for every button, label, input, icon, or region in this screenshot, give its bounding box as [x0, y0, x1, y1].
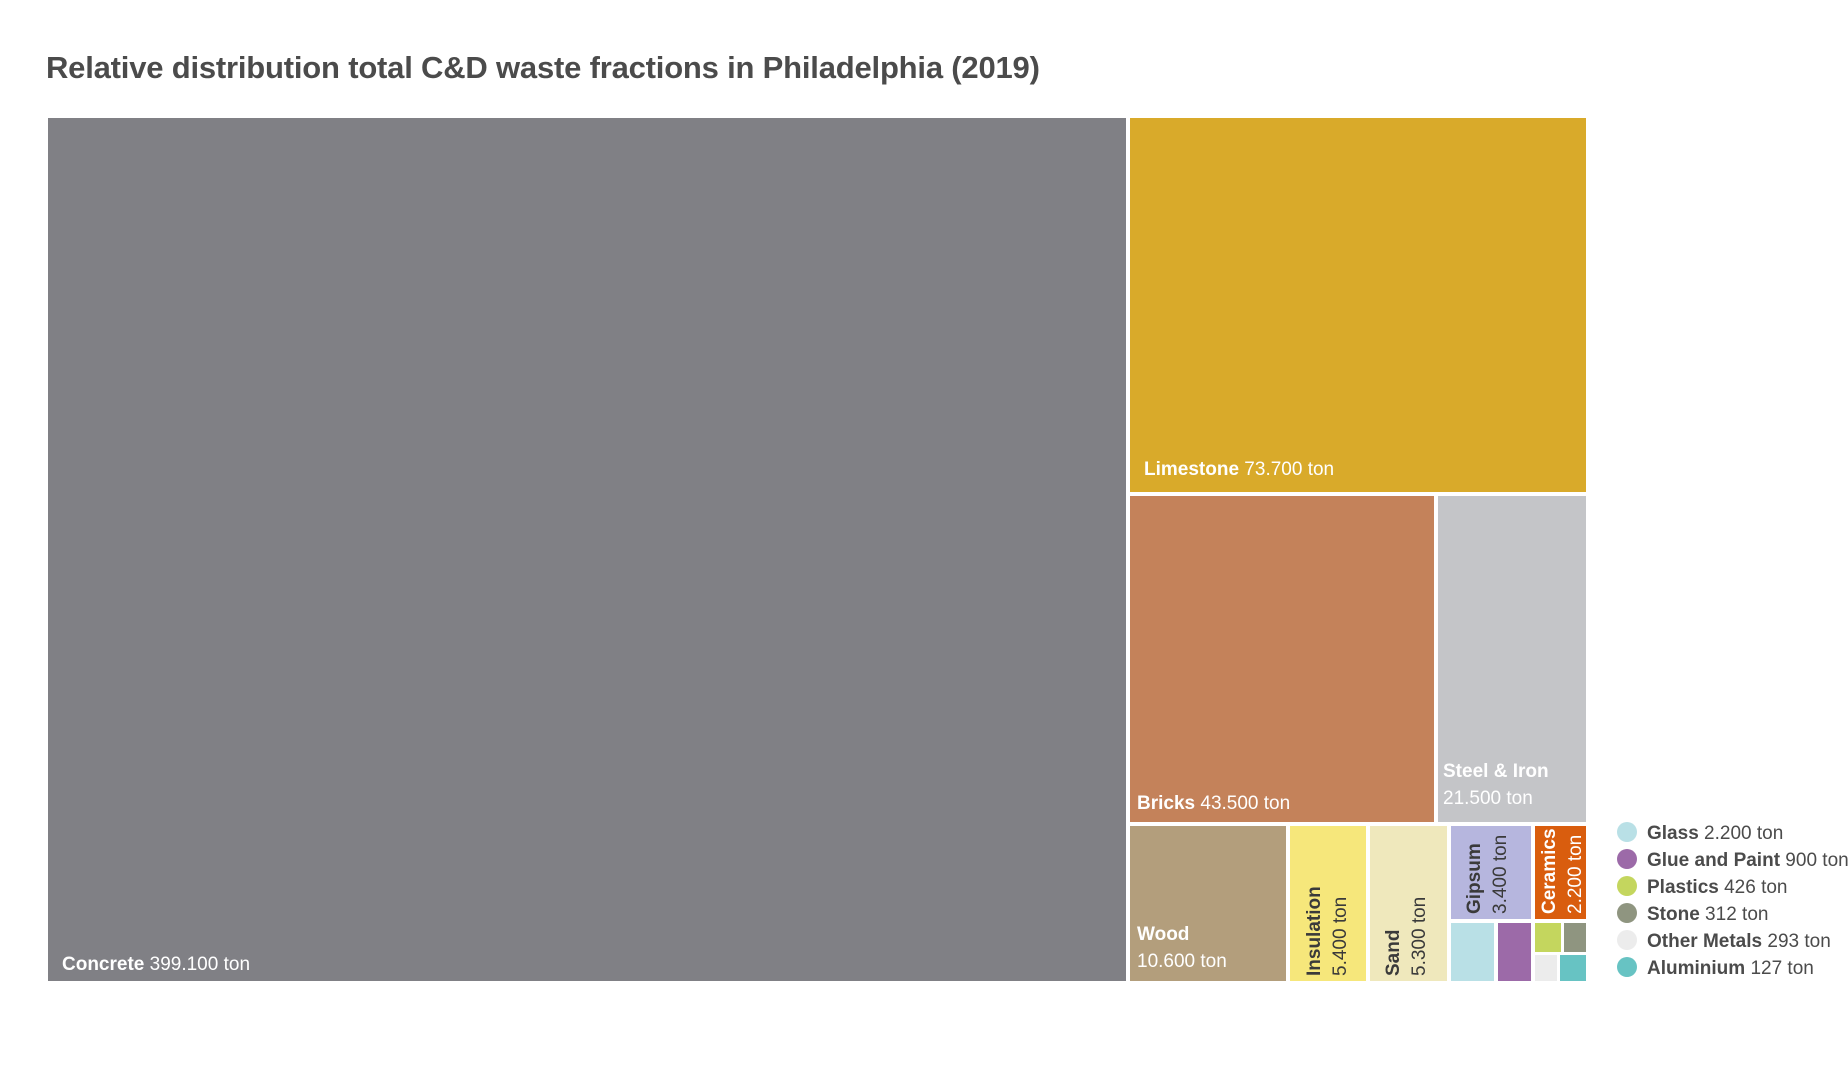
tile-label-ceramics: Ceramics 2.200 ton	[1539, 828, 1586, 914]
tile-rect-limestone	[1130, 118, 1586, 492]
legend-item-glass: Glass 2.200 ton	[1617, 822, 1783, 844]
legend-swatch-stone	[1617, 903, 1637, 923]
tile-label-steel-and-iron: Steel & Iron 21.500 ton	[1443, 761, 1549, 809]
tile-rect-plastics	[1535, 923, 1561, 952]
tile-ceramics: Ceramics 2.200 ton	[1535, 826, 1586, 919]
tile-rect-wood	[1130, 826, 1286, 981]
legend-swatch-other-metals	[1617, 930, 1637, 950]
legend-label-plastics: Plastics 426 ton	[1647, 877, 1788, 898]
legend-item-plastics: Plastics 426 ton	[1617, 876, 1788, 898]
legend-item-glue-and-paint: Glue and Paint 900 ton	[1617, 849, 1848, 871]
tile-rect-ceramics	[1535, 826, 1586, 919]
tile-insulation: Insulation 5.400 ton	[1290, 826, 1366, 981]
tile-stone	[1564, 923, 1586, 952]
treemap-tiles: Concrete 399.100 ton Limestone 73.700 ton…	[48, 118, 1586, 981]
tile-rect-aluminium	[1560, 955, 1586, 981]
tile-label-sand: Sand 5.300 ton	[1383, 897, 1430, 976]
tile-rect-other-metals	[1535, 955, 1557, 981]
tile-concrete: Concrete 399.100 ton	[48, 118, 1126, 981]
tile-glue-and-paint	[1498, 923, 1531, 981]
tile-rect-concrete	[48, 118, 1126, 981]
tile-rect-glue-and-paint	[1498, 923, 1531, 981]
legend-label-glass: Glass 2.200 ton	[1647, 823, 1783, 844]
legend-swatch-glue-and-paint	[1617, 849, 1637, 869]
legend-swatch-plastics	[1617, 876, 1637, 896]
tile-other-metals	[1535, 955, 1557, 981]
tile-gipsum: Gipsum 3.400 ton	[1451, 826, 1531, 919]
tile-rect-sand	[1370, 826, 1447, 981]
tile-label-gipsum: Gipsum 3.400 ton	[1464, 835, 1511, 914]
tile-limestone: Limestone 73.700 ton	[1130, 118, 1586, 492]
tile-rect-stone	[1564, 923, 1586, 952]
tile-label-concrete: Concrete 399.100 ton	[62, 954, 250, 975]
legend-item-other-metals: Other Metals 293 ton	[1617, 930, 1831, 952]
legend-label-glue-and-paint: Glue and Paint 900 ton	[1647, 850, 1848, 871]
tile-rect-bricks	[1130, 496, 1434, 822]
tile-rect-glass	[1451, 923, 1494, 981]
tile-label-insulation: Insulation 5.400 ton	[1304, 886, 1351, 976]
legend-swatch-aluminium	[1617, 957, 1637, 977]
legend-label-stone: Stone 312 ton	[1647, 904, 1768, 925]
legend-label-other-metals: Other Metals 293 ton	[1647, 931, 1831, 952]
legend-item-stone: Stone 312 ton	[1617, 903, 1768, 925]
chart-title: Relative distribution total C&D waste fr…	[46, 50, 1040, 85]
tile-aluminium	[1560, 955, 1586, 981]
legend-swatch-glass	[1617, 822, 1637, 842]
tile-wood: Wood 10.600 ton	[1130, 826, 1286, 981]
legend-item-aluminium: Aluminium 127 ton	[1617, 957, 1814, 979]
tile-bricks: Bricks 43.500 ton	[1130, 496, 1434, 822]
tile-steel-and-iron: Steel & Iron 21.500 ton	[1438, 496, 1586, 822]
tile-label-limestone: Limestone 73.700 ton	[1144, 459, 1334, 480]
tile-rect-gipsum	[1451, 826, 1531, 919]
tile-glass	[1451, 923, 1494, 981]
tile-rect-insulation	[1290, 826, 1366, 981]
tile-sand: Sand 5.300 ton	[1370, 826, 1447, 981]
tile-rect-steel-and-iron	[1438, 496, 1586, 822]
legend-label-aluminium: Aluminium 127 ton	[1647, 958, 1814, 979]
tile-label-bricks: Bricks 43.500 ton	[1137, 793, 1290, 814]
tile-label-wood: Wood 10.600 ton	[1137, 924, 1227, 972]
tile-plastics	[1535, 923, 1561, 952]
legend: Glass 2.200 ton Glue and Paint 900 ton Pla…	[1617, 822, 1848, 979]
